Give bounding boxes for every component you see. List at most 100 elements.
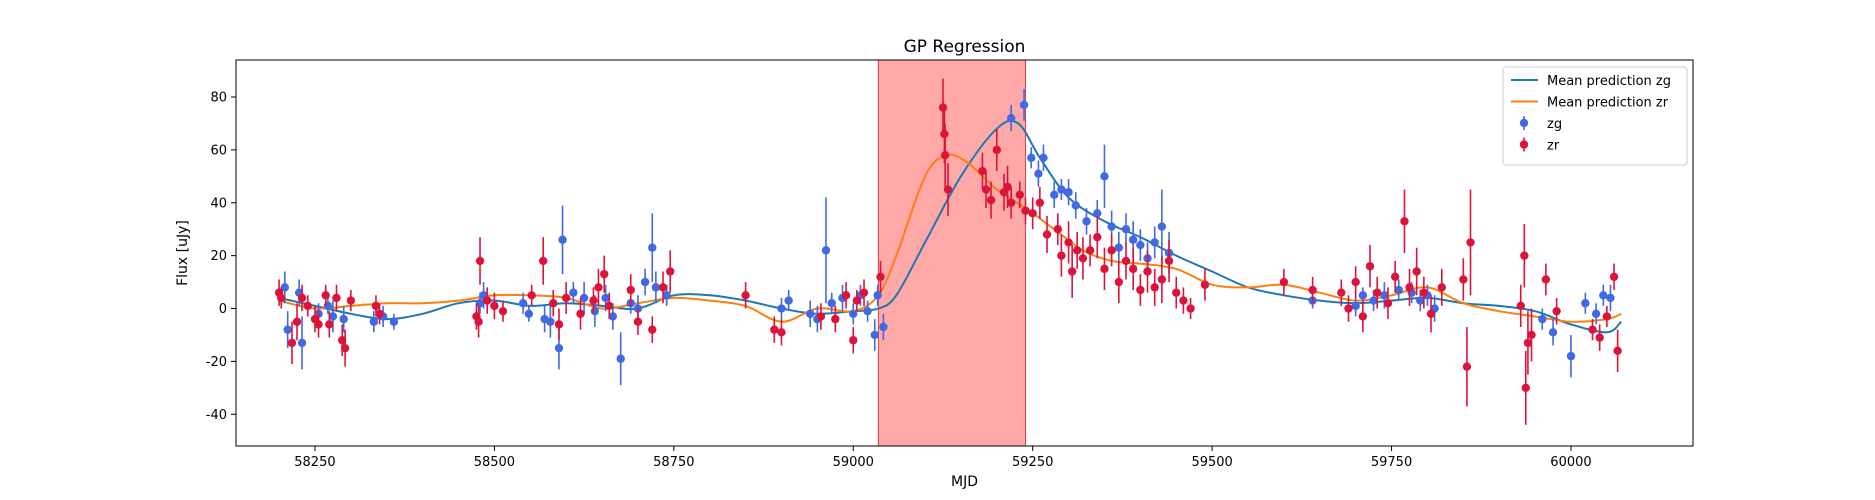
x-tick-label: 59000	[833, 455, 874, 470]
data-point-zr	[1426, 309, 1436, 319]
data-point-zg	[1416, 296, 1425, 305]
plot-frame	[235, 59, 1694, 447]
y-tick-label: -20	[206, 355, 227, 370]
data-point-zr	[1337, 288, 1346, 297]
x-tick-label: 58500	[474, 455, 515, 470]
data-point-zr	[852, 296, 862, 305]
data-point-zr	[277, 293, 286, 303]
data-point-zr	[1523, 338, 1533, 348]
data-point-zr	[1021, 206, 1030, 215]
data-point-zr	[981, 185, 991, 194]
data-point-zr	[1588, 325, 1597, 334]
data-point-zr	[1179, 296, 1188, 305]
chart-title: GP Regression	[904, 37, 1026, 57]
data-point-zr	[1351, 277, 1360, 287]
data-point-zg	[1128, 235, 1138, 244]
data-point-zr	[1157, 275, 1167, 284]
data-point-zg	[1057, 185, 1066, 194]
data-point-zg	[1114, 243, 1124, 252]
data-point-zg	[1082, 217, 1091, 226]
data-point-zr	[538, 256, 548, 266]
data-point-zg	[1394, 285, 1403, 295]
data-point-zr	[1419, 288, 1429, 297]
data-point-zg	[283, 325, 292, 334]
x-axis-label: MJD	[951, 474, 978, 490]
data-point-zr	[1200, 280, 1210, 289]
data-point-zg	[1006, 113, 1016, 123]
data-point-zg	[849, 309, 858, 319]
data-point-zr	[1613, 346, 1622, 356]
data-point-zr	[1093, 232, 1102, 242]
data-point-zr	[859, 288, 869, 297]
data-point-zr	[1172, 288, 1181, 297]
data-point-zr	[943, 185, 953, 194]
data-point-zg	[1050, 190, 1059, 200]
data-point-zg	[873, 291, 882, 300]
data-point-zr	[876, 272, 885, 281]
data-point-zr	[1609, 272, 1619, 281]
data-point-zg	[1064, 187, 1073, 197]
data-point-zr	[314, 320, 323, 329]
data-point-zr	[549, 299, 558, 308]
data-point-zr	[287, 338, 297, 348]
data-point-zr	[1279, 277, 1289, 287]
data-point-zg	[784, 296, 793, 305]
data-point-zr	[1028, 209, 1037, 218]
data-point-zr	[1067, 267, 1077, 276]
data-point-zr	[375, 309, 384, 319]
data-point-zg	[1566, 351, 1576, 361]
data-point-zr	[1516, 301, 1525, 311]
data-point-zg	[518, 299, 528, 308]
data-point-zr	[340, 343, 350, 353]
legend-label: zg	[1547, 117, 1562, 132]
data-point-zr	[527, 291, 536, 300]
data-point-zg	[662, 291, 671, 300]
data-point-zr	[1015, 190, 1024, 200]
legend-label: Mean prediction zr	[1547, 96, 1669, 111]
data-point-zr	[1527, 330, 1536, 340]
data-point-zg	[1100, 172, 1109, 181]
data-point-zr	[1072, 246, 1082, 255]
data-point-zg	[821, 246, 831, 255]
data-point-zg	[616, 354, 625, 363]
data-point-zg	[651, 283, 661, 292]
data-point-zr	[1462, 362, 1472, 371]
data-point-zr	[1372, 288, 1382, 297]
data-point-zg	[1150, 238, 1159, 247]
data-point-zr	[576, 309, 585, 319]
data-point-zr	[741, 291, 750, 300]
data-point-zr	[346, 296, 356, 305]
data-point-zg	[1136, 240, 1145, 250]
data-point-zr	[849, 336, 858, 345]
shaded-region	[877, 59, 1027, 447]
series-points-zg	[280, 89, 1615, 386]
data-point-zr	[554, 320, 564, 329]
data-point-zr	[1128, 264, 1138, 274]
data-point-zr	[1344, 304, 1353, 313]
data-point-zr	[831, 314, 840, 324]
data-point-zr	[561, 293, 571, 303]
data-point-zg	[1606, 293, 1615, 303]
data-point-zr	[297, 293, 307, 303]
y-axis-label: Flux [uJy]	[175, 220, 191, 286]
data-point-zg	[1380, 291, 1389, 300]
data-point-zr	[1085, 246, 1095, 255]
data-point-zr	[1365, 262, 1375, 271]
data-point-zg	[579, 293, 589, 303]
data-point-zr	[589, 296, 598, 305]
data-point-zg	[1548, 328, 1558, 337]
data-point-zr	[1107, 246, 1116, 255]
data-point-zr	[978, 166, 987, 176]
data-point-zr	[1520, 251, 1529, 260]
data-point-zr	[594, 283, 603, 292]
data-point-zr	[816, 312, 826, 321]
data-point-zg	[1071, 201, 1080, 210]
data-point-zg	[648, 243, 657, 252]
data-point-zg	[827, 299, 836, 308]
data-point-zr	[1143, 267, 1152, 276]
x-tick-label: 58250	[294, 455, 335, 470]
x-tick-label: 58750	[653, 455, 694, 470]
y-tick-label: 20	[210, 249, 227, 264]
data-point-zr	[1064, 238, 1073, 247]
data-point-zg	[546, 317, 555, 326]
